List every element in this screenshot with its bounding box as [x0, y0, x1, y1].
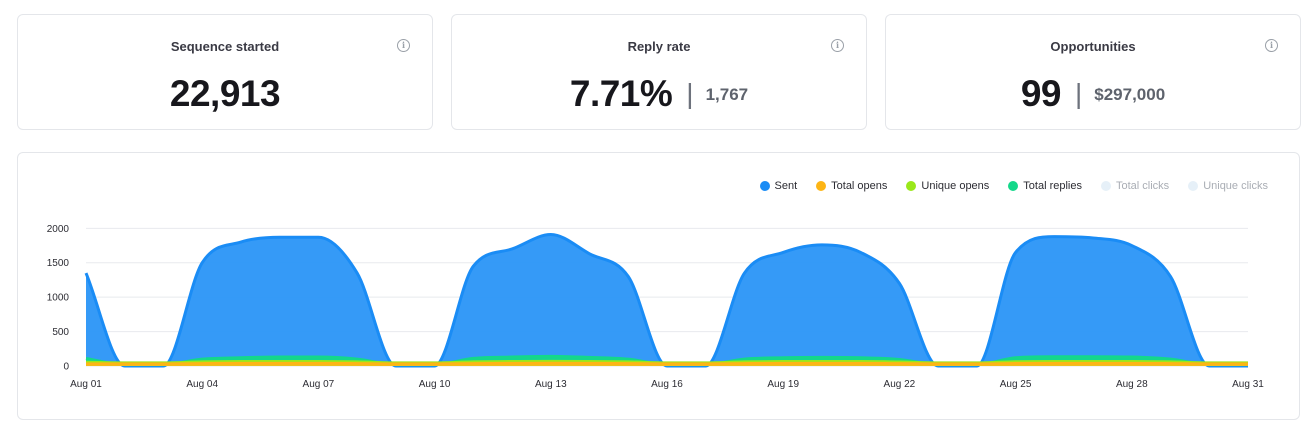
legend-item-unique-opens[interactable]: Unique opens	[906, 180, 989, 192]
legend-label: Total opens	[831, 180, 888, 192]
y-tick-label: 1500	[47, 258, 70, 269]
y-tick-label: 1000	[47, 293, 70, 304]
kpi-value: 99	[1020, 73, 1062, 114]
kpi-sub-value: $297,000	[1094, 85, 1166, 104]
legend-dot	[1188, 181, 1199, 191]
kpi-value-row: 99 | $297,000	[886, 73, 1300, 115]
legend-item-sent[interactable]: Sent	[759, 180, 798, 192]
x-tick-label: Aug 25	[1000, 379, 1032, 390]
x-tick-label: Aug 16	[651, 379, 683, 390]
kpi-value-row: 22,913	[18, 73, 432, 115]
kpi-sub-value: 1,767	[705, 85, 749, 104]
kpi-value-row: 7.71% | 1,767	[452, 73, 866, 115]
kpi-card-reply-rate: Reply rate i 7.71% | 1,767	[451, 14, 867, 130]
legend-dot	[1101, 181, 1111, 191]
info-icon[interactable]: i	[397, 39, 410, 52]
legend-label: Unique clicks	[1203, 180, 1268, 192]
x-tick-label: Aug 28	[1116, 379, 1148, 390]
kpi-separator: |	[1074, 78, 1083, 109]
kpi-value: 7.71%	[569, 73, 673, 114]
legend-dot	[1008, 181, 1019, 191]
legend-item-total-opens[interactable]: Total opens	[816, 180, 887, 192]
y-tick-label: 500	[52, 327, 69, 338]
y-tick-label: 0	[63, 362, 69, 373]
legend-dot	[816, 181, 827, 191]
x-tick-label: Aug 01	[70, 379, 102, 390]
legend-label: Total clicks	[1116, 180, 1170, 192]
x-tick-label: Aug 10	[419, 379, 451, 390]
x-tick-label: Aug 04	[186, 379, 218, 390]
kpi-title: Reply rate	[627, 39, 691, 54]
y-tick-label: 2000	[47, 224, 70, 235]
series-line-total-opens	[86, 361, 1248, 366]
info-icon[interactable]: i	[831, 39, 844, 52]
chart-legend: Sent Total opens Unique opens Total replies…	[741, 180, 1268, 192]
legend-label: Unique opens	[921, 180, 990, 192]
kpi-title: Opportunities	[1050, 39, 1136, 54]
legend-dot	[759, 181, 770, 191]
kpi-title: Sequence started	[170, 39, 280, 54]
legend-label: Sent	[774, 180, 798, 192]
legend-label: Total replies	[1023, 180, 1082, 192]
x-tick-label: Aug 19	[767, 379, 799, 390]
info-icon[interactable]: i	[1265, 39, 1278, 52]
legend-dot	[906, 181, 917, 191]
x-tick-label: Aug 13	[535, 379, 567, 390]
legend-item-total-clicks[interactable]: Total clicks	[1101, 180, 1169, 192]
kpi-value: 22,913	[169, 73, 281, 114]
x-tick-label: Aug 31	[1232, 379, 1264, 390]
legend-item-unique-clicks[interactable]: Unique clicks	[1188, 180, 1268, 192]
kpi-card-opportunities: Opportunities i 99 | $297,000	[885, 14, 1301, 130]
series-area-sent	[86, 234, 1248, 366]
kpi-card-sequence-started: Sequence started i 22,913	[17, 14, 433, 130]
x-tick-label: Aug 07	[303, 379, 335, 390]
kpi-separator: |	[686, 78, 694, 109]
x-tick-label: Aug 22	[884, 379, 916, 390]
legend-item-total-replies[interactable]: Total replies	[1008, 180, 1082, 192]
